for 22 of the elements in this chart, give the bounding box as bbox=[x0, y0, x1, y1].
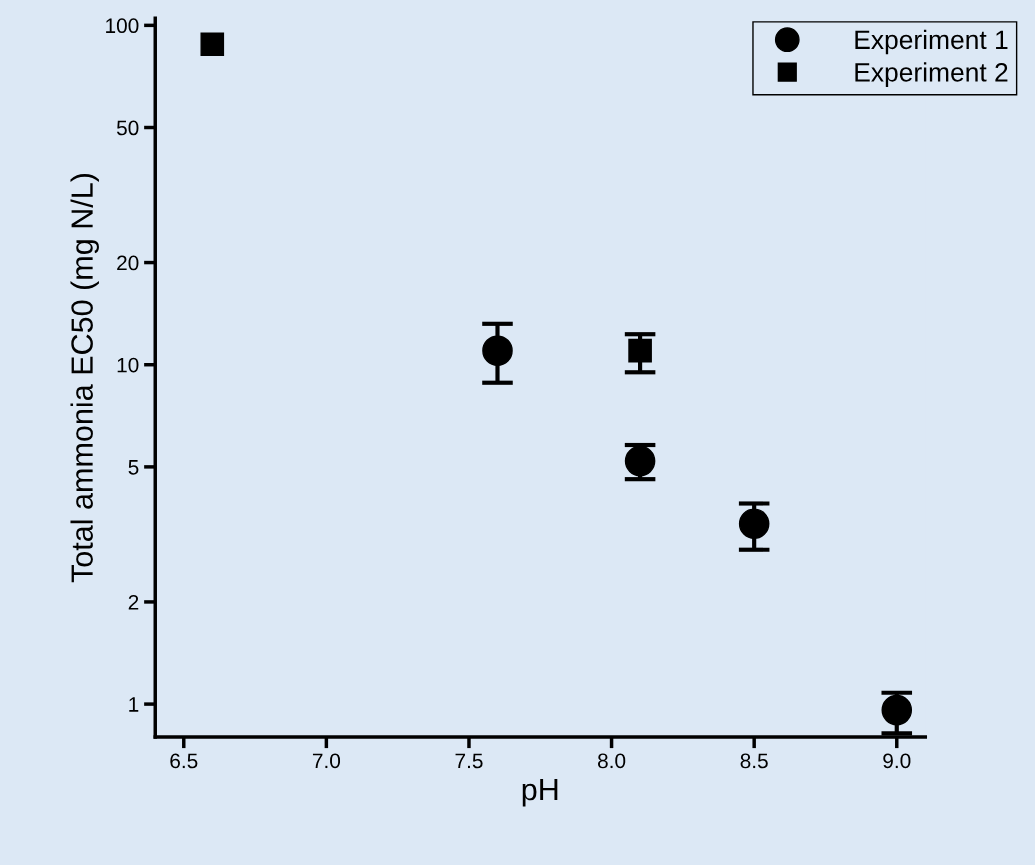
y-tick-label: 10 bbox=[117, 357, 139, 373]
y-tick-label: 100 bbox=[106, 18, 139, 34]
legend-label: Experiment 2 bbox=[855, 62, 1008, 87]
point bbox=[200, 32, 225, 57]
y-tick-label: 2 bbox=[128, 594, 139, 610]
legend-label: Experiment 1 bbox=[855, 29, 1008, 55]
x-tick-label: 8.0 bbox=[598, 753, 626, 769]
x-tick-label: 7.0 bbox=[312, 753, 341, 769]
x-tick-label: 7.5 bbox=[455, 753, 483, 769]
x-tick-label: 8.5 bbox=[740, 753, 768, 769]
x-tick-label: 9.0 bbox=[883, 753, 911, 769]
x-axis-title: pH bbox=[522, 779, 558, 807]
x-tick-label: 6.5 bbox=[170, 753, 198, 769]
point bbox=[628, 338, 652, 363]
y-tick-label: 50 bbox=[116, 120, 139, 136]
point bbox=[881, 694, 913, 726]
y-tick-label: 1 bbox=[129, 697, 139, 712]
point bbox=[738, 508, 770, 540]
y-tick-label: 20 bbox=[117, 255, 139, 271]
y-axis-title: Total ammonia EC50 (mg N/L) bbox=[70, 173, 99, 583]
point bbox=[482, 335, 513, 366]
y-tick-label: 5 bbox=[128, 460, 139, 475]
